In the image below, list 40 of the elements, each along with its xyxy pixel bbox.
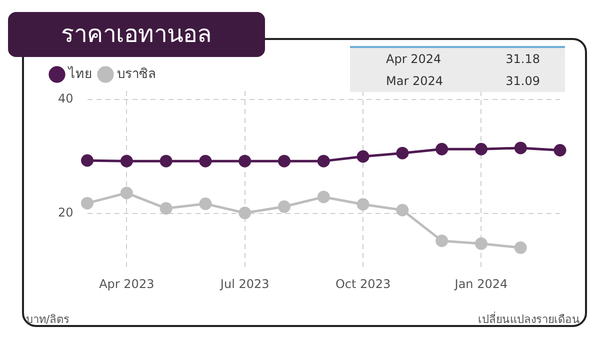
y-tick-label: 40 <box>58 92 74 106</box>
point <box>238 154 252 168</box>
point <box>514 241 527 254</box>
point <box>514 142 527 154</box>
point <box>474 237 488 250</box>
point <box>396 204 409 216</box>
point <box>81 196 94 210</box>
point <box>356 150 370 163</box>
point <box>317 190 330 204</box>
legend-label: บราซิล <box>117 66 156 82</box>
x-tick-label: Jan 2024 <box>454 276 508 291</box>
text: Apr 2024 <box>386 52 442 66</box>
y-tick-label: 20 <box>58 206 74 220</box>
point <box>199 154 212 168</box>
point <box>160 202 172 215</box>
point <box>474 142 488 156</box>
x-tick-label: Jul 2023 <box>219 276 270 291</box>
point <box>238 206 252 220</box>
point <box>120 186 133 200</box>
point <box>396 146 409 160</box>
point <box>278 154 290 168</box>
legend-label: ไทย <box>68 66 92 82</box>
text: Mar 2024 <box>386 74 443 88</box>
text: เปลี่ยนแปลงรายเดือน <box>478 310 580 328</box>
text: 31.09 <box>506 74 540 88</box>
y-axis-title: บาท/ลิตร <box>26 312 70 328</box>
point <box>278 200 290 213</box>
chart-title: ราคาเอทานอล <box>8 12 265 57</box>
point <box>317 154 330 168</box>
x-tick-label: Oct 2023 <box>335 276 391 291</box>
point <box>160 154 172 168</box>
point <box>436 234 448 248</box>
point <box>199 198 212 210</box>
text: 31.18 <box>506 52 540 66</box>
point <box>356 198 370 211</box>
point <box>554 144 566 156</box>
point <box>436 142 448 156</box>
x-tick-label: Apr 2023 <box>99 276 154 291</box>
point <box>120 154 133 168</box>
point <box>81 154 94 167</box>
